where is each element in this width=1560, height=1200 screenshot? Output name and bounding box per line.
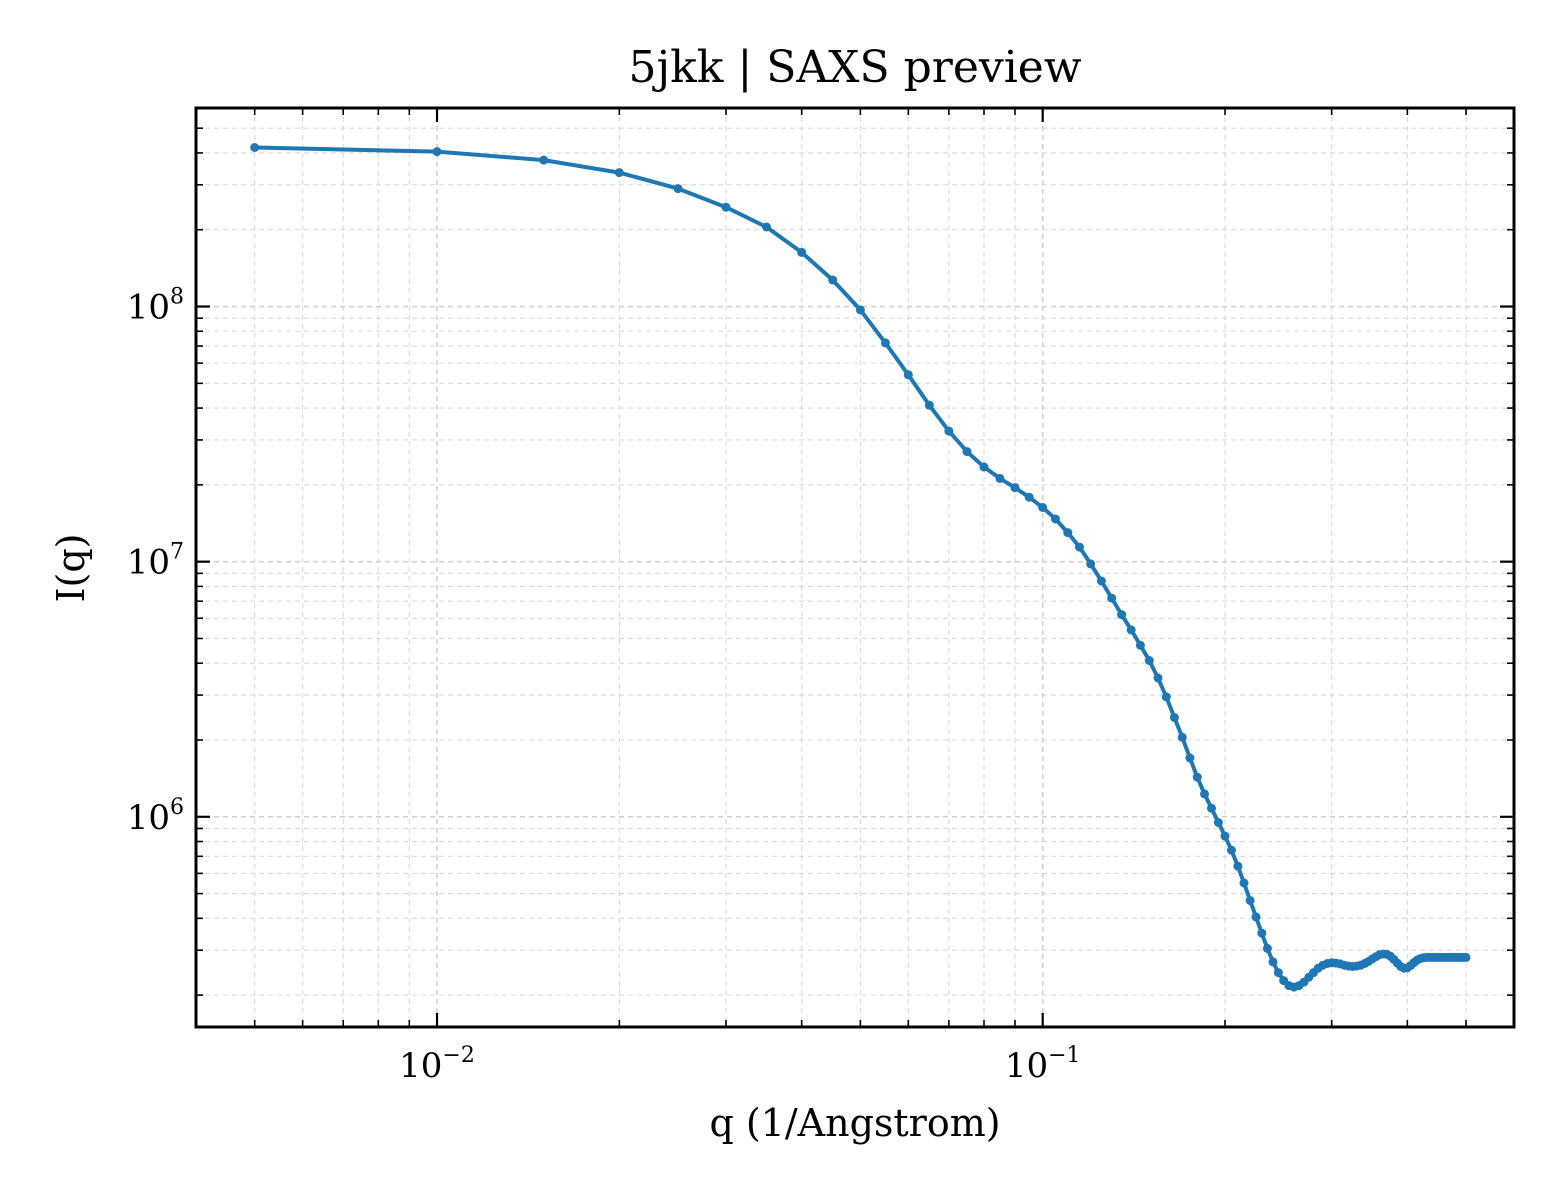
data-point xyxy=(1257,928,1267,938)
data-point xyxy=(614,168,624,178)
data-point xyxy=(250,143,260,152)
data-point xyxy=(962,447,972,457)
data-point xyxy=(1245,896,1255,905)
data-point xyxy=(1207,803,1216,813)
data-point xyxy=(797,247,807,257)
series-layer xyxy=(250,143,1471,992)
data-point xyxy=(1185,753,1195,763)
data-point xyxy=(1268,957,1278,967)
data-point xyxy=(1096,576,1106,586)
data-point xyxy=(979,462,989,472)
data-point xyxy=(1251,912,1261,922)
data-point xyxy=(432,147,442,157)
data-point xyxy=(1153,673,1163,683)
data-point xyxy=(1144,656,1154,665)
data-point xyxy=(924,400,934,410)
grid xyxy=(195,107,1514,1027)
plot-frame xyxy=(194,106,1516,1029)
data-point xyxy=(944,426,954,436)
data-point xyxy=(1010,483,1020,493)
data-point xyxy=(855,305,865,315)
data-point xyxy=(1239,878,1249,888)
data-point xyxy=(1038,503,1048,512)
data-point xyxy=(1192,772,1202,782)
data-point xyxy=(1169,713,1179,722)
data-point xyxy=(1107,593,1117,603)
data-point xyxy=(1063,528,1073,538)
x-axis-label: q (1/Angstrom) xyxy=(709,1101,1000,1145)
data-point xyxy=(995,473,1005,483)
x-tick-label: 10−1 xyxy=(1005,1043,1081,1086)
data-point xyxy=(1161,692,1171,702)
tick-labels: 10−2 10−1 106 107 108 xyxy=(127,285,1081,1086)
y-tick-label: 107 xyxy=(127,540,184,583)
data-point xyxy=(1233,861,1243,871)
data-point xyxy=(1086,559,1096,569)
data-point xyxy=(1024,492,1034,502)
data-point xyxy=(762,222,771,232)
data-point xyxy=(1213,818,1223,827)
data-point xyxy=(1273,968,1283,978)
data-point xyxy=(1262,943,1272,953)
data-point xyxy=(1126,625,1136,635)
data-point xyxy=(721,202,731,212)
data-point xyxy=(828,275,838,285)
data-point xyxy=(1051,514,1060,524)
data-point xyxy=(1117,610,1127,620)
y-tick-label: 106 xyxy=(127,795,184,838)
y-tick-label: 108 xyxy=(127,285,184,328)
data-point xyxy=(1075,542,1084,552)
data-point xyxy=(1220,831,1230,841)
data-point xyxy=(539,155,549,165)
data-point xyxy=(1135,640,1145,650)
chart-title: 5jkk | SAXS preview xyxy=(629,42,1082,93)
x-tick-label: 10−2 xyxy=(399,1043,475,1086)
data-point xyxy=(1461,952,1471,962)
data-point xyxy=(1177,732,1187,742)
data-point xyxy=(1200,789,1209,799)
data-point xyxy=(1227,845,1236,855)
data-point xyxy=(673,184,683,194)
data-point xyxy=(903,370,913,380)
y-axis-label: I(q) xyxy=(49,534,93,603)
data-point xyxy=(880,338,890,348)
